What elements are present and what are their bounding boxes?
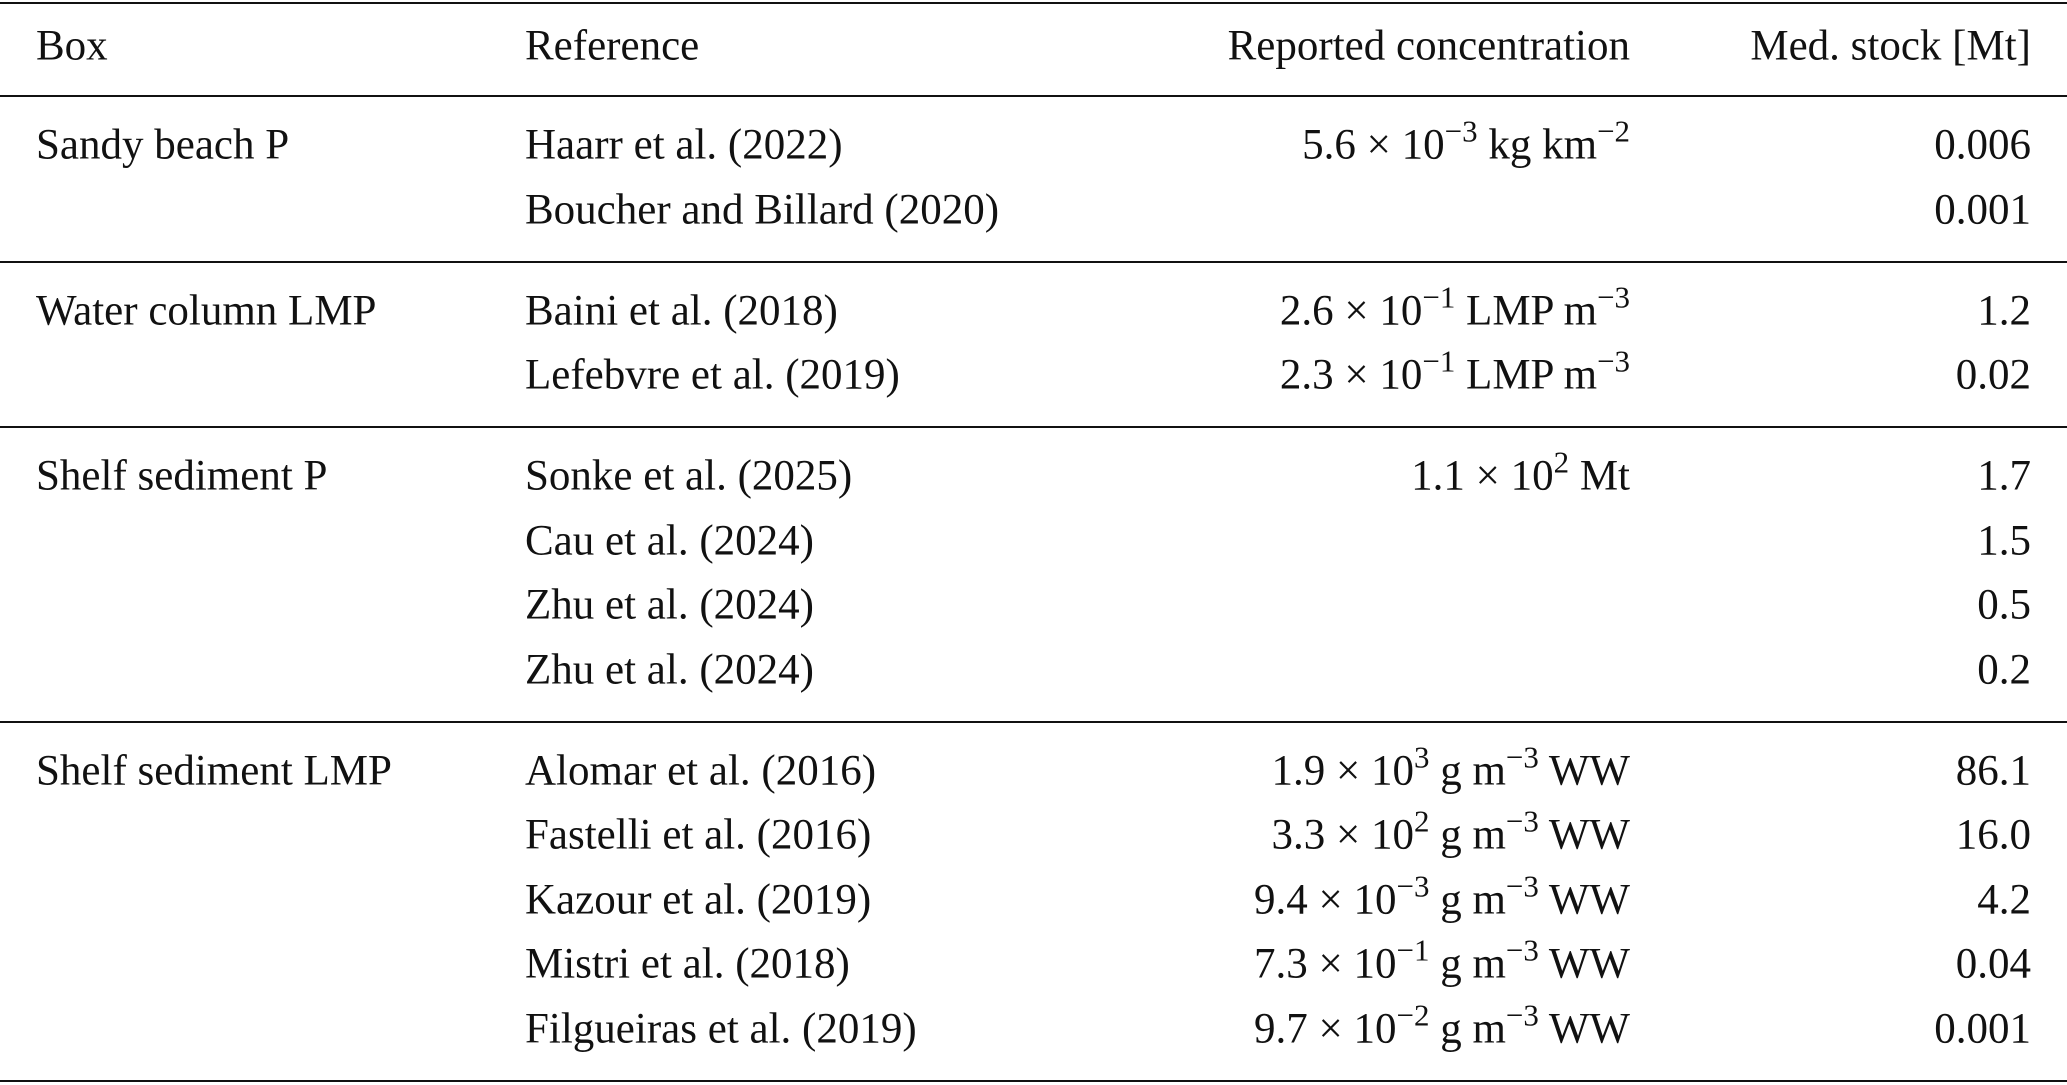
concentration-text: g m xyxy=(1429,876,1506,923)
box-cell: Sandy beach P xyxy=(36,121,290,169)
concentration-cell: 2.3 × 10−1 LMP m−3 xyxy=(1279,346,1630,399)
exponent: 3 xyxy=(1413,738,1430,774)
exponent: −3 xyxy=(1597,278,1630,314)
concentration-text: 7.3 × 10 xyxy=(1254,940,1397,988)
concentration-text: LMP m xyxy=(1455,287,1598,334)
reference-cell: Zhu et al. (2024) xyxy=(525,581,814,629)
rule xyxy=(0,1079,2067,1082)
concentration-text: WW xyxy=(1538,940,1630,988)
concentration-cell: 2.6 × 10−1 LMP m−3 xyxy=(1279,281,1630,334)
reference-cell: Alomar et al. (2016) xyxy=(525,747,877,794)
exponent: 2 xyxy=(1413,803,1430,839)
stock-cell: 0.5 xyxy=(1977,581,2031,629)
header-cell: Med. stock [Mt] xyxy=(1750,22,2031,70)
concentration-text: Mt xyxy=(1569,452,1630,500)
stock-cell: 1.7 xyxy=(1977,452,2031,500)
stock-cell: 0.2 xyxy=(1977,646,2031,693)
exponent: 2 xyxy=(1553,444,1570,480)
header-cell: Box xyxy=(36,22,108,70)
concentration-text: g m xyxy=(1429,940,1506,988)
stock-cell: 0.006 xyxy=(1934,121,2031,169)
stock-cell: 86.1 xyxy=(1955,747,2031,794)
concentration-text: WW xyxy=(1538,1005,1630,1052)
concentration-cell: 7.3 × 10−1 g m−3 WW xyxy=(1254,935,1630,988)
concentration-text: g m xyxy=(1429,1005,1506,1052)
concentration-cell: 9.7 × 10−2 g m−3 WW xyxy=(1254,999,1630,1052)
exponent: −3 xyxy=(1396,867,1430,903)
exponent: −3 xyxy=(1505,803,1539,839)
stock-cell: 4.2 xyxy=(1977,876,2031,923)
concentration-text: kg km xyxy=(1477,121,1598,169)
concentration-cell: 9.4 × 10−3 g m−3 WW xyxy=(1254,870,1630,923)
concentration-text: 3.3 × 10 xyxy=(1271,811,1414,859)
exponent: −2 xyxy=(1396,996,1430,1032)
concentration-cell: 1.9 × 103 g m−3 WW xyxy=(1271,741,1630,794)
rule xyxy=(0,426,2067,428)
reference-cell: Lefebvre et al. (2019) xyxy=(525,351,900,399)
rule xyxy=(0,720,2067,723)
reference-cell: Baini et al. (2018) xyxy=(525,287,838,334)
concentration-cell: 5.6 × 10−3 kg km−2 xyxy=(1302,116,1630,169)
header-cell: Reported concentration xyxy=(1227,22,1630,70)
concentration-cell: 1.1 × 102 Mt xyxy=(1411,447,1630,500)
exponent: −3 xyxy=(1444,113,1478,149)
concentration-text: 2.3 × 10 xyxy=(1279,351,1423,399)
concentration-text: WW xyxy=(1538,876,1630,923)
concentration-text: g m xyxy=(1429,747,1506,794)
box-cell: Water column LMP xyxy=(36,287,377,334)
stock-cell: 16.0 xyxy=(1955,811,2031,859)
rule xyxy=(0,260,2067,263)
concentration-cell: 3.3 × 102 g m−3 WW xyxy=(1271,806,1630,859)
stock-cell: 0.04 xyxy=(1955,940,2031,988)
exponent: −3 xyxy=(1597,343,1630,379)
exponent: −1 xyxy=(1396,932,1430,968)
stock-cell: 0.02 xyxy=(1955,351,2031,399)
concentration-text: 1.9 × 10 xyxy=(1271,747,1414,794)
concentration-text: WW xyxy=(1538,747,1630,794)
box-cell: Shelf sediment P xyxy=(36,452,328,500)
concentration-text: g m xyxy=(1429,811,1506,859)
concentration-text: WW xyxy=(1538,811,1630,859)
reference-cell: Kazour et al. (2019) xyxy=(525,876,872,923)
reference-cell: Filgueiras et al. (2019) xyxy=(525,1005,917,1052)
rule xyxy=(0,2,2067,4)
reference-cell: Sonke et al. (2025) xyxy=(525,452,853,500)
exponent: −3 xyxy=(1505,932,1539,968)
stock-cell: 1.5 xyxy=(1977,517,2031,564)
concentration-text: 9.7 × 10 xyxy=(1254,1005,1397,1052)
concentration-text: LMP m xyxy=(1455,351,1598,399)
reference-cell: Haarr et al. (2022) xyxy=(525,121,843,169)
stock-cell: 1.2 xyxy=(1977,287,2031,334)
reference-cell: Zhu et al. (2024) xyxy=(525,646,814,693)
exponent: −1 xyxy=(1422,343,1456,379)
concentration-text: 2.6 × 10 xyxy=(1279,287,1423,334)
reference-cell: Cau et al. (2024) xyxy=(525,517,814,564)
box-cell: Shelf sediment LMP xyxy=(36,747,392,794)
reference-cell: Fastelli et al. (2016) xyxy=(525,811,872,859)
concentration-text: 1.1 × 10 xyxy=(1411,452,1554,500)
header-cell: Reference xyxy=(525,22,700,70)
reference-cell: Mistri et al. (2018) xyxy=(525,940,850,988)
stock-cell: 0.001 xyxy=(1934,186,2031,233)
stock-cell: 0.001 xyxy=(1934,1005,2031,1052)
exponent: −1 xyxy=(1422,278,1456,314)
exponent: −3 xyxy=(1505,738,1539,774)
exponent: −3 xyxy=(1505,867,1539,903)
exponent: −3 xyxy=(1505,996,1539,1032)
rule xyxy=(0,95,2067,97)
concentration-text: 9.4 × 10 xyxy=(1254,876,1397,923)
exponent: −2 xyxy=(1597,113,1630,149)
concentration-text: 5.6 × 10 xyxy=(1302,121,1445,169)
reference-cell: Boucher and Billard (2020) xyxy=(525,186,1000,233)
